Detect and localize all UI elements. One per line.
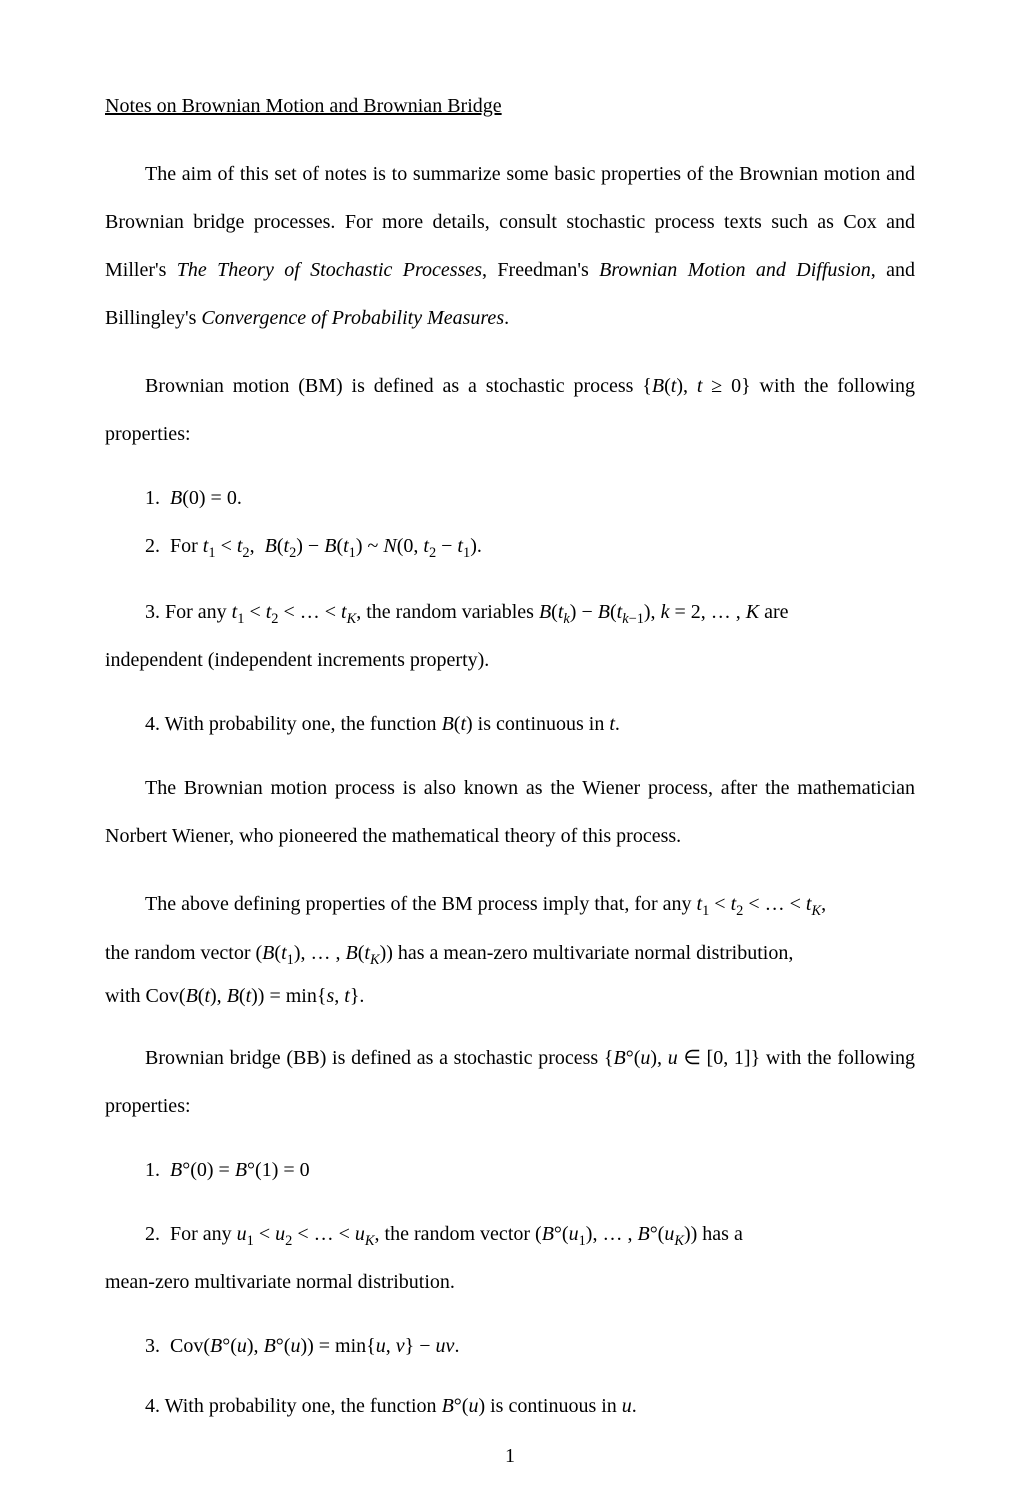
bb-property-3: 3. Cov(B°(u), B°(u)) = min{u, v} − uv. [105,1326,915,1366]
paragraph-intro: The aim of this set of notes is to summa… [105,150,915,342]
bb-property-4: 4. With probability one, the function B°… [105,1386,915,1426]
paragraph-bb-def: Brownian bridge (BB) is defined as a sto… [105,1034,915,1130]
text: . [504,307,509,329]
paragraph-bm-def: Brownian motion (BM) is defined as a sto… [105,362,915,458]
page-number: 1 [105,1446,915,1466]
book-title-1: The Theory of Stochastic Processes [177,259,482,281]
text: , Freedman's [482,259,599,281]
bb-property-1: 1. B°(0) = B°(1) = 0 [105,1150,915,1190]
bm-property-4: 4. With probability one, the function B(… [105,704,915,744]
paragraph-wiener: The Brownian motion process is also know… [105,764,915,860]
bb-property-2: 2. For any u1 < u2 < … < uK, the random … [105,1210,915,1307]
document-title: Notes on Brownian Motion and Brownian Br… [105,90,915,122]
paragraph-bm-implication: The above defining properties of the BM … [105,880,915,1013]
bm-property-2: 2. For t1 < t2, B(t2) − B(t1) ~ N(0, t2 … [105,526,915,568]
bm-property-1: 1. B(0) = 0. [105,478,915,518]
bm-property-3: 3. For any t1 < t2 < … < tK, the random … [105,588,915,685]
book-title-2: Brownian Motion and Diffusion [599,259,871,281]
book-title-3: Convergence of Probability Measures [201,307,504,329]
